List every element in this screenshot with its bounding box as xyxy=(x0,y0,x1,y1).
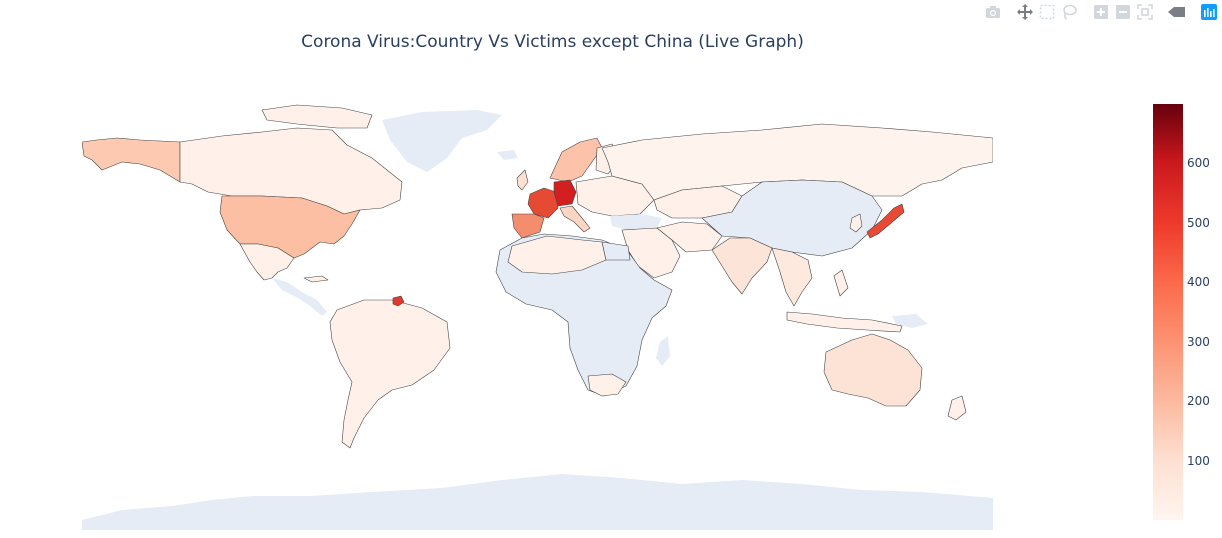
region-french-guiana xyxy=(392,295,405,307)
colorbar-gradient xyxy=(1153,104,1183,520)
region-mexico xyxy=(239,243,295,281)
region-india xyxy=(711,237,773,295)
reset-icon[interactable] xyxy=(1168,3,1186,21)
region-papua xyxy=(892,314,928,328)
region-canada xyxy=(179,127,403,215)
region-south-america xyxy=(329,299,451,449)
region-philippines xyxy=(833,269,849,297)
region-madagascar xyxy=(656,336,670,366)
region-antarctica xyxy=(82,474,993,530)
region-greenland xyxy=(382,110,502,172)
region-africa xyxy=(495,233,673,397)
region-japan xyxy=(866,203,905,239)
region-spain xyxy=(511,213,545,239)
region-usa xyxy=(219,195,361,259)
region-turkey xyxy=(610,214,662,230)
region-alaska xyxy=(81,137,181,183)
chart-title: Corona Virus:Country Vs Victims except C… xyxy=(301,32,804,52)
autoscale-icon[interactable] xyxy=(1136,3,1154,21)
pan-icon[interactable] xyxy=(1016,3,1034,21)
colorbar-tick-label: 100 xyxy=(1187,453,1210,468)
colorbar: 100 200 300 400 500 600 xyxy=(1153,104,1210,520)
box-select-icon[interactable] xyxy=(1038,3,1056,21)
zoom-in-icon[interactable] xyxy=(1092,3,1110,21)
region-germany xyxy=(553,179,577,207)
region-egypt xyxy=(601,241,631,261)
region-north-africa xyxy=(507,235,607,275)
region-france xyxy=(527,187,559,219)
region-caribbean xyxy=(303,275,329,283)
region-central-america xyxy=(272,278,327,316)
plotly-logo-icon[interactable] xyxy=(1200,3,1218,21)
zoom-out-icon[interactable] xyxy=(1114,3,1132,21)
modebar xyxy=(982,2,1220,22)
region-iceland xyxy=(497,150,518,160)
region-uk xyxy=(516,169,529,191)
region-korea xyxy=(849,213,863,233)
region-indonesia xyxy=(786,311,903,333)
region-south-africa xyxy=(587,373,627,397)
world-map[interactable] xyxy=(81,100,994,530)
region-russia xyxy=(601,123,994,201)
region-scandinavia xyxy=(549,137,603,183)
colorbar-tick-label: 600 xyxy=(1187,156,1210,171)
colorbar-tick-label: 200 xyxy=(1187,394,1210,409)
colorbar-tick-label: 300 xyxy=(1187,334,1210,349)
region-new-zealand xyxy=(947,395,967,421)
map-svg xyxy=(81,104,994,530)
camera-icon[interactable] xyxy=(984,3,1002,21)
lasso-icon[interactable] xyxy=(1060,3,1078,21)
colorbar-tick-label: 400 xyxy=(1187,275,1210,290)
region-australia xyxy=(823,333,923,407)
region-se-asia xyxy=(771,247,813,307)
colorbar-tick-label: 500 xyxy=(1187,215,1210,230)
region-iran xyxy=(656,221,723,253)
region-italy xyxy=(559,205,591,233)
region-arctic-islands xyxy=(261,104,373,129)
